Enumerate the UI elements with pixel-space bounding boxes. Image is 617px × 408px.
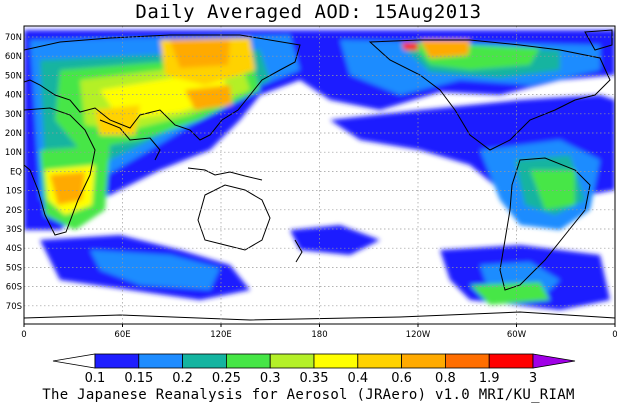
latitude-label: 70N (5, 33, 22, 43)
latitude-label: 40S (6, 244, 22, 254)
latitude-label: 60S (6, 283, 22, 293)
map-gridlines (24, 26, 615, 324)
colorbar-swatch (357, 353, 402, 369)
longitude-label: 0 (21, 330, 26, 340)
longitude-label: 0 (612, 330, 617, 340)
latitude-label: 40N (5, 91, 22, 101)
aod-region-orange-east-asia (185, 85, 232, 110)
aod-field (24, 30, 615, 310)
map-plot-area: 70N 60N 50N 40N 30N 20N 10N EQ 10S 20S 30S 40S 50S 60… (5, 25, 617, 340)
latitude-label: 50N (5, 71, 22, 81)
aod-region-green-samerica (530, 170, 575, 210)
coast-new-zealand (294, 239, 303, 263)
latitude-label: 30S (6, 225, 22, 235)
colorbar-swatch (488, 353, 534, 369)
coast-greenland (584, 29, 613, 51)
aod-region-orange-arabia (95, 105, 140, 135)
coast-arabia-india (99, 119, 161, 161)
colorbar-level-label: 0.6 (391, 371, 412, 386)
colorbar-swatch (182, 353, 227, 369)
colorbar-level-label: 0.8 (435, 371, 456, 386)
coast-africa (24, 107, 96, 236)
colorbar-low-arrow (52, 353, 96, 369)
aod-region-orange-africa (50, 172, 85, 205)
longitude-label: 120E (210, 330, 232, 340)
latitude-label: 60N (5, 52, 22, 62)
colorbar-swatch (313, 353, 359, 369)
colorbar-level-label: 0.15 (124, 371, 153, 386)
longitude-label: 60E (114, 330, 130, 340)
longitude-label: 120W (406, 330, 431, 340)
map-title: Daily Averaged AOD: 15Aug2013 (135, 1, 482, 23)
coast-south-america (499, 157, 591, 291)
aod-region-south-pacific (290, 225, 380, 255)
coast-australia (197, 184, 271, 251)
coastlines (24, 29, 615, 321)
colorbar-level-label: 0.1 (85, 371, 106, 386)
latitude-label: 20N (5, 129, 22, 139)
colorbar-level-label: 0.2 (172, 371, 193, 386)
latitude-label: 10S (6, 187, 22, 197)
latitude-labels: 70N 60N 50N 40N 30N 20N 10N EQ 10S 20S 30S 40S 50S 60… (5, 33, 22, 312)
colorbar-swatch (138, 353, 184, 369)
colorbar-high-arrow (532, 353, 576, 369)
longitude-label: 60W (507, 330, 527, 340)
credit-line: The Japanese Reanalysis for Aerosol (JRA… (42, 387, 575, 403)
aod-region-green-south-atlantic (470, 282, 550, 305)
latitude-label: 30N (5, 110, 22, 120)
latitude-label: 10N (5, 148, 22, 158)
aod-region-south-ocean-lightblue (90, 250, 220, 290)
latitude-label: EQ (10, 167, 22, 177)
latitude-label: 70S (6, 302, 22, 312)
colorbar-level-label: 3 (529, 371, 537, 386)
colorbar-level-label: 0.4 (347, 371, 368, 386)
colorbar-swatch (94, 353, 140, 369)
colorbar-swatch (444, 353, 490, 369)
coast-antarctica (24, 311, 615, 321)
latitude-label: 20S (6, 206, 22, 216)
aod-region-red-alaska (402, 43, 418, 50)
colorbar-level-label: 0.25 (212, 371, 241, 386)
colorbar-swatch (401, 353, 446, 369)
coast-eurasia (24, 34, 301, 141)
longitude-label: 180 (311, 330, 327, 340)
colorbar-swatch (225, 353, 271, 369)
aod-region-orange-alaska (420, 40, 470, 58)
aod-region-orange-siberia-1 (170, 40, 230, 68)
colorbar-level-label: 1.9 (479, 371, 500, 386)
longitude-labels: 0 60E 120E 180 120W 60W 0 (21, 324, 617, 340)
coast-indonesia (187, 167, 263, 181)
colorbar-swatch (269, 353, 315, 369)
colorbar-level-label: 0.3 (260, 371, 281, 386)
coast-north-america (368, 39, 611, 151)
colorbar: 0.1 0.15 0.2 0.25 0.3 0.35 0.4 0.6 0.8 1.9 3 (52, 353, 576, 386)
latitude-label: 50S (6, 263, 22, 273)
colorbar-level-label: 0.35 (300, 371, 329, 386)
